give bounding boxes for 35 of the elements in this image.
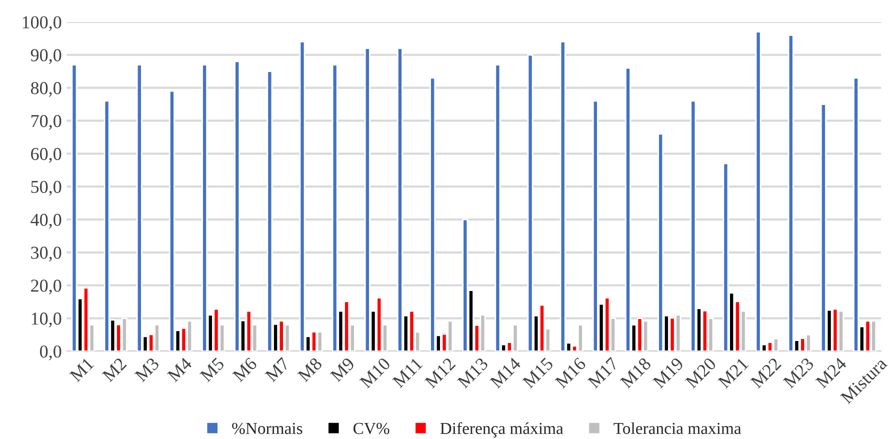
legend-label: Diferença máxima: [440, 422, 564, 438]
x-tick-label: M18: [620, 356, 652, 389]
y-tick-label: 70,0: [31, 114, 62, 130]
x-tick-label: M8: [297, 356, 323, 382]
x-tick-label: M23: [782, 356, 814, 389]
x-tick-label: M1: [69, 357, 94, 382]
y-tick-label: 80,0: [30, 82, 62, 97]
legend-label: CV%: [353, 422, 390, 434]
x-tick-label: M10: [359, 356, 391, 389]
x-tick-label: M22: [750, 357, 782, 389]
x-tick-label: M14: [489, 356, 522, 389]
x-tick-label: M13: [456, 356, 489, 389]
x-tick-label: M5: [200, 357, 225, 382]
y-tick-label: 100,0: [22, 16, 62, 31]
y-tick-label: 60,0: [31, 148, 62, 163]
x-tick-label: M4: [166, 356, 192, 382]
x-tick-label: M20: [684, 356, 717, 389]
x-tick-label: M3: [134, 356, 160, 382]
x-tick-label: M21: [717, 357, 749, 389]
x-tick-label: M11: [392, 357, 423, 388]
x-tick-label: M9: [330, 356, 356, 382]
x-tick-label: M19: [652, 356, 684, 389]
legend-label: Tolerancia maxima: [614, 422, 742, 434]
y-tick-label: 50,0: [31, 180, 62, 196]
y-tick-label: 30,0: [31, 246, 62, 262]
y-tick-label: 90,0: [30, 49, 62, 64]
x-tick-label: M2: [102, 357, 127, 382]
legend-label: %Normais: [232, 422, 302, 434]
y-tick-label: 10,0: [32, 312, 62, 328]
x-tick-label: M12: [424, 357, 456, 389]
y-tick-label: 20,0: [31, 280, 62, 294]
x-tick-label: M6: [232, 356, 258, 382]
y-tick-label: 0,0: [40, 345, 62, 360]
y-tick-label: 40,0: [30, 214, 62, 229]
x-tick-label: M7: [264, 356, 290, 382]
